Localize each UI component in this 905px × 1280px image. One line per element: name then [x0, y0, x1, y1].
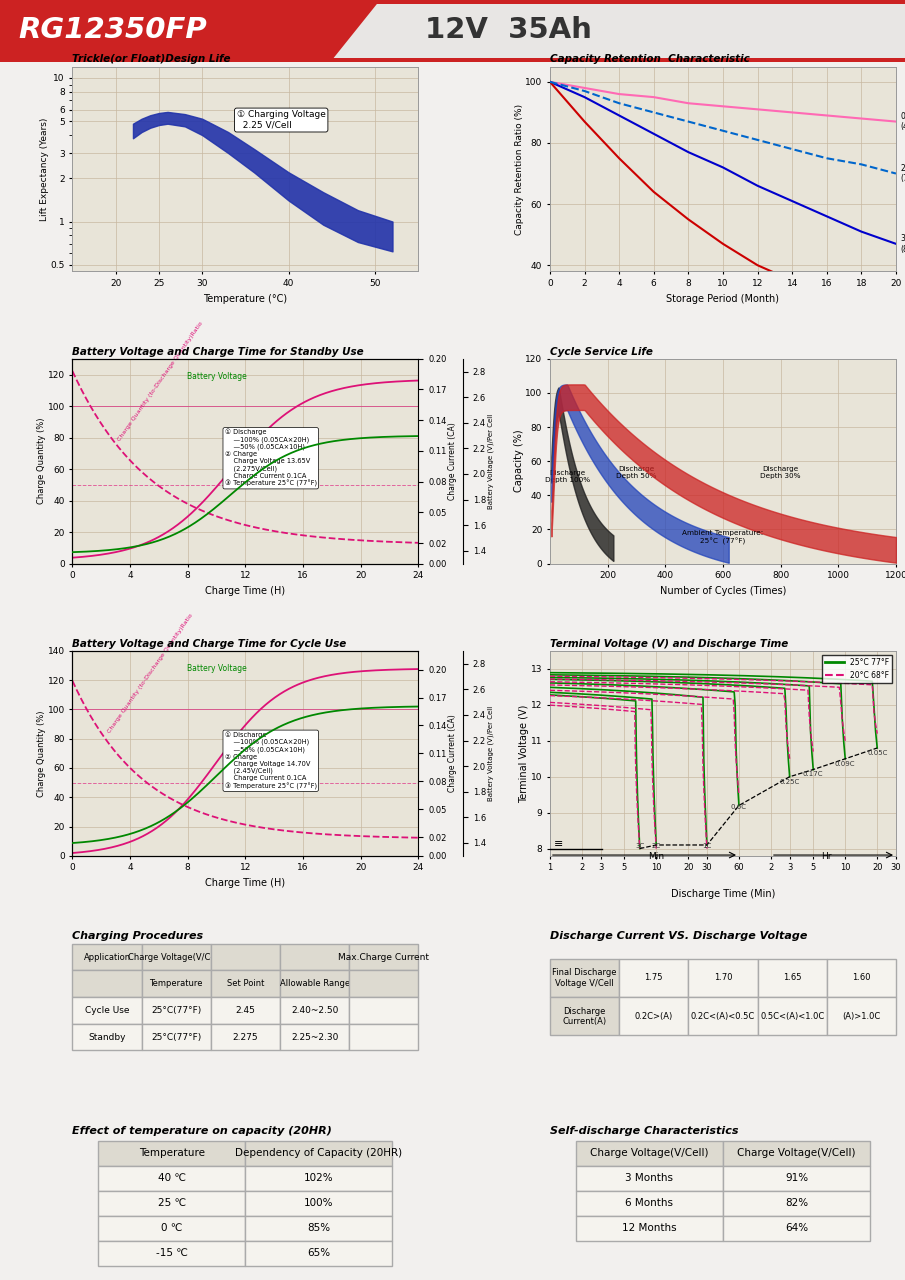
Text: 0.17C: 0.17C [803, 772, 824, 777]
Y-axis label: Charge Quantity (%): Charge Quantity (%) [37, 710, 46, 796]
Text: Battery Voltage: Battery Voltage [186, 372, 246, 381]
Text: 25°C
(77°F): 25°C (77°F) [900, 164, 905, 183]
Y-axis label: Terminal Voltage (V): Terminal Voltage (V) [519, 704, 529, 803]
Text: Capacity Retention  Characteristic: Capacity Retention Characteristic [550, 54, 749, 64]
Text: 2C: 2C [652, 844, 661, 849]
Text: Charge Quantity (to-Discharge Quantity)Ratio: Charge Quantity (to-Discharge Quantity)R… [118, 320, 205, 442]
Text: Min: Min [648, 851, 664, 860]
Text: 3C: 3C [635, 844, 644, 849]
Text: RG12350FP: RG12350FP [18, 15, 207, 44]
Text: Self-discharge Characteristics: Self-discharge Characteristics [550, 1126, 738, 1137]
Text: Ambient Temperature:
25°C  (77°F): Ambient Temperature: 25°C (77°F) [682, 530, 764, 544]
Text: Battery Voltage and Charge Time for Standby Use: Battery Voltage and Charge Time for Stan… [72, 347, 364, 357]
Text: 1C: 1C [702, 844, 711, 849]
Text: Hr: Hr [821, 851, 832, 860]
Text: 0.09C: 0.09C [835, 760, 855, 767]
Text: ≡: ≡ [555, 838, 564, 849]
Y-axis label: Lift Expectancy (Years): Lift Expectancy (Years) [40, 118, 49, 220]
Y-axis label: Charge Current (CA): Charge Current (CA) [448, 714, 457, 792]
Text: Charge Quantity (to-Discharge Quantity)Ratio: Charge Quantity (to-Discharge Quantity)R… [107, 613, 194, 733]
Text: Effect of temperature on capacity (20HR): Effect of temperature on capacity (20HR) [72, 1126, 332, 1137]
Text: Charging Procedures: Charging Procedures [72, 931, 204, 941]
Text: 0.05C: 0.05C [867, 750, 888, 755]
Text: ① Discharge
    —100% (0.05CA×20H)
    —50% (0.05CA×10H)
② Charge
    Charge Vol: ① Discharge —100% (0.05CA×20H) —50% (0.0… [224, 429, 317, 488]
X-axis label: Charge Time (H): Charge Time (H) [205, 878, 285, 888]
Text: Battery Voltage and Charge Time for Cycle Use: Battery Voltage and Charge Time for Cycl… [72, 639, 347, 649]
X-axis label: Number of Cycles (Times): Number of Cycles (Times) [660, 586, 786, 595]
Text: 0.6C: 0.6C [731, 804, 747, 810]
Text: Discharge
Depth 50%: Discharge Depth 50% [616, 466, 657, 479]
X-axis label: Temperature (°C): Temperature (°C) [204, 293, 288, 303]
Text: Trickle(or Float)Design Life: Trickle(or Float)Design Life [72, 54, 231, 64]
Y-axis label: Battery Voltage (V)/Per Cell: Battery Voltage (V)/Per Cell [487, 413, 494, 508]
Text: Terminal Voltage (V) and Discharge Time: Terminal Voltage (V) and Discharge Time [550, 639, 788, 649]
Bar [0, 59, 905, 61]
Text: Discharge
Depth 30%: Discharge Depth 30% [760, 466, 801, 479]
Text: Battery Voltage: Battery Voltage [186, 664, 246, 673]
Text: Discharge
Depth 100%: Discharge Depth 100% [545, 470, 590, 483]
Text: 0°C
(41°F): 0°C (41°F) [900, 111, 905, 132]
Y-axis label: Capacity (%): Capacity (%) [514, 430, 524, 493]
Y-axis label: Capacity Retention Ratio (%): Capacity Retention Ratio (%) [515, 104, 524, 234]
Text: 0.25C: 0.25C [779, 778, 800, 785]
Polygon shape [0, 0, 380, 61]
X-axis label: Charge Time (H): Charge Time (H) [205, 586, 285, 595]
Bar [0, 0, 905, 4]
Y-axis label: Battery Voltage (V)/Per Cell: Battery Voltage (V)/Per Cell [487, 705, 494, 801]
Text: ① Discharge
    —100% (0.05CA×20H)
    —50% (0.05CA×10H)
② Charge
    Charge Vol: ① Discharge —100% (0.05CA×20H) —50% (0.0… [224, 731, 317, 790]
X-axis label: Discharge Time (Min): Discharge Time (Min) [671, 890, 775, 899]
Text: 30°C
(86°F): 30°C (86°F) [900, 234, 905, 253]
Text: 12V  35Ah: 12V 35Ah [425, 15, 592, 44]
Text: Cycle Service Life: Cycle Service Life [550, 347, 653, 357]
Text: Discharge Current VS. Discharge Voltage: Discharge Current VS. Discharge Voltage [550, 931, 807, 941]
Legend: 25°C 77°F, 20°C 68°F: 25°C 77°F, 20°C 68°F [822, 655, 892, 682]
X-axis label: Storage Period (Month): Storage Period (Month) [666, 293, 779, 303]
Text: ① Charging Voltage
  2.25 V/Cell: ① Charging Voltage 2.25 V/Cell [237, 110, 326, 129]
Y-axis label: Charge Current (CA): Charge Current (CA) [448, 422, 457, 500]
Y-axis label: Charge Quantity (%): Charge Quantity (%) [37, 417, 46, 504]
